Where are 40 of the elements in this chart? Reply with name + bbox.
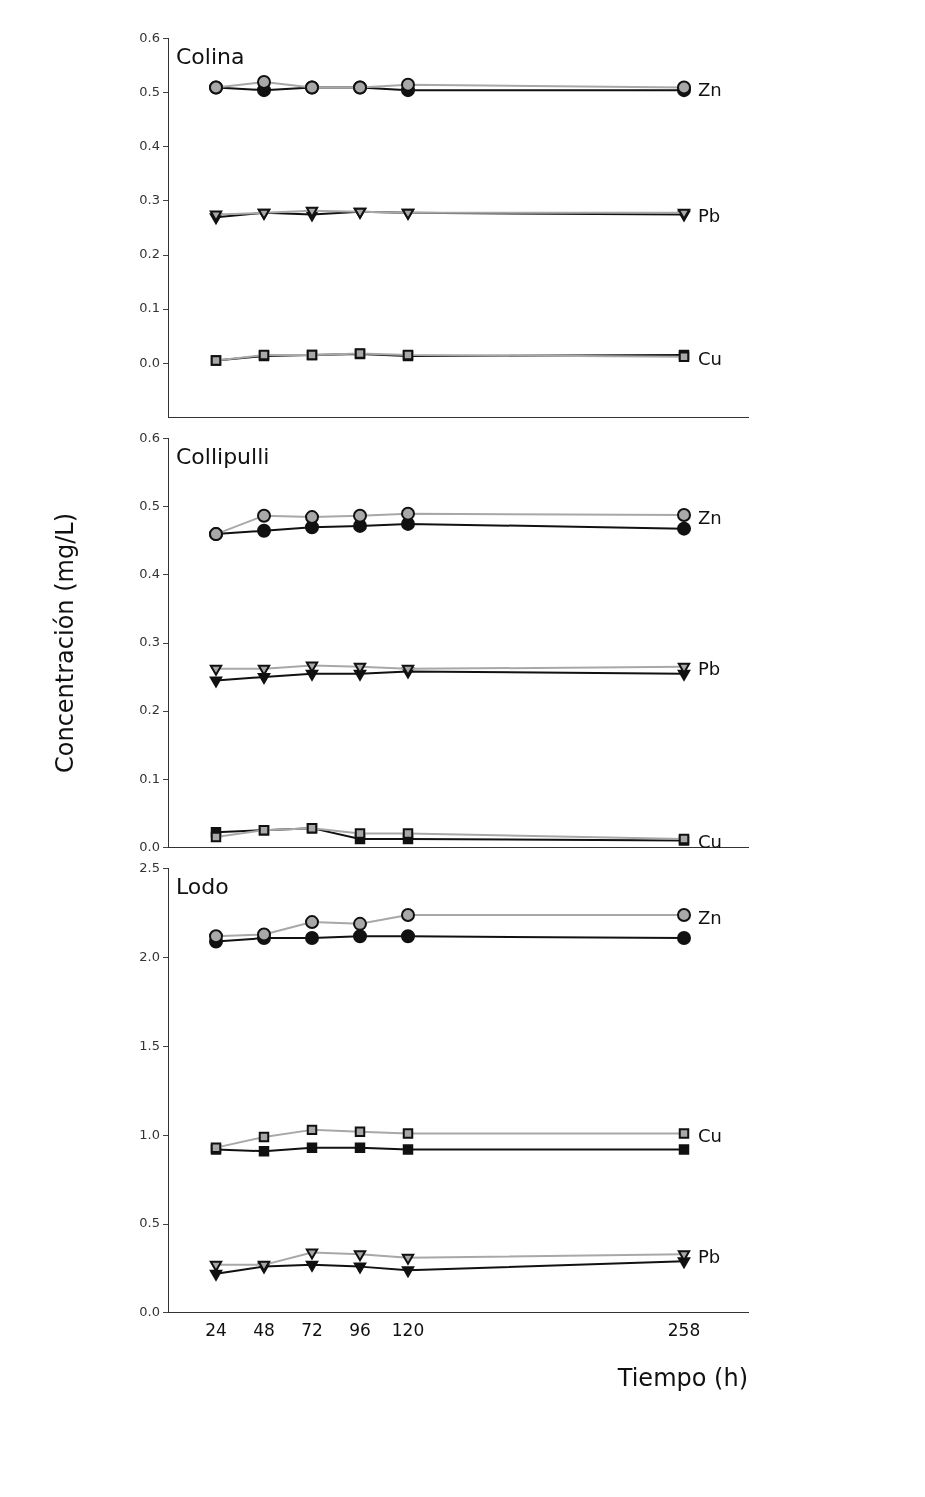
y-tick-label: 0.2 xyxy=(139,246,160,262)
y-tick-label: 0.3 xyxy=(139,634,160,650)
series-label: Zn xyxy=(698,79,722,101)
y-tick-label: 0.1 xyxy=(139,770,160,786)
x-tick-label: 96 xyxy=(349,1320,371,1341)
x-tick-label: 48 xyxy=(253,1320,275,1341)
y-tick-label: 0.4 xyxy=(139,138,160,154)
x-tick-label: 258 xyxy=(667,1320,701,1341)
y-tick-label: 0.0 xyxy=(139,838,160,854)
y-tick-label: 0.6 xyxy=(139,430,160,446)
y-axis-title: Concentración (mg/L) xyxy=(50,513,79,773)
y-tick-label: 0.1 xyxy=(139,300,160,316)
y-tick-label: 0.6 xyxy=(139,30,160,46)
chart-title: Collipulli xyxy=(176,443,270,469)
y-tick-label: 0.2 xyxy=(139,702,160,718)
y-tick-label: 1.5 xyxy=(139,1037,160,1053)
y-tick-label: 0.3 xyxy=(139,192,160,208)
series-label: Cu xyxy=(698,1125,722,1147)
chart-title: Colina xyxy=(176,43,245,69)
y-tick-label: 2.0 xyxy=(139,948,160,964)
series-label: Pb xyxy=(698,1245,721,1267)
series-label: Pb xyxy=(698,204,721,226)
x-tick-label: 24 xyxy=(205,1320,227,1341)
series-label: Cu xyxy=(698,348,722,370)
x-tick-label: 72 xyxy=(301,1320,323,1341)
x-axis-title: Tiempo (h) xyxy=(616,1363,748,1392)
y-tick-label: 0.0 xyxy=(139,1304,160,1320)
series-label: Zn xyxy=(698,506,722,528)
chart-title: Lodo xyxy=(176,873,229,899)
y-tick-label: 0.5 xyxy=(139,84,160,100)
y-tick-label: 1.0 xyxy=(139,1126,160,1142)
series-label: Cu xyxy=(698,830,722,852)
y-tick-label: 0.5 xyxy=(139,1215,160,1231)
y-tick-label: 2.5 xyxy=(139,860,160,876)
y-tick-label: 0.4 xyxy=(139,566,160,582)
series-label: Pb xyxy=(698,658,721,680)
series-label: Zn xyxy=(698,906,722,928)
y-tick-label: 0.0 xyxy=(139,354,160,370)
y-tick-label: 0.5 xyxy=(139,498,160,514)
x-tick-label: 120 xyxy=(391,1320,425,1341)
